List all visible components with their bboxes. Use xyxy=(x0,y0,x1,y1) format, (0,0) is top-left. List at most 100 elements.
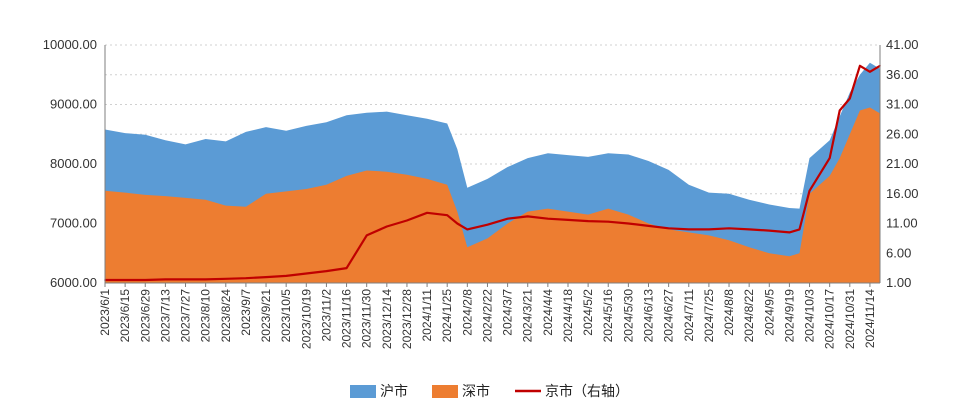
x-tick-label: 2023/6/15 xyxy=(118,289,132,343)
legend-label: 深市 xyxy=(462,383,490,399)
line-point xyxy=(365,234,368,237)
area-series-sz xyxy=(105,107,880,283)
x-tick-label: 2024/4/4 xyxy=(541,289,555,336)
y-tick-right-label: 6.00 xyxy=(886,245,911,260)
x-tick-label: 2023/9/21 xyxy=(259,289,273,343)
line-point xyxy=(768,229,771,232)
y-tick-right-label: 41.00 xyxy=(886,37,919,52)
y-tick-right-label: 1.00 xyxy=(886,275,911,290)
legend-swatch xyxy=(350,385,376,398)
line-point xyxy=(798,228,801,231)
y-tick-right-label: 31.00 xyxy=(886,97,919,112)
line-series-group xyxy=(104,64,881,282)
legend-label: 沪市 xyxy=(380,383,408,399)
line-point xyxy=(688,228,690,231)
line-point xyxy=(506,217,509,220)
line-point xyxy=(225,278,227,280)
x-tick-label: 2023/9/7 xyxy=(239,289,253,336)
legend-swatch xyxy=(432,385,458,398)
legend: 沪市 深市 京市（右轴） xyxy=(350,383,629,399)
y-tick-right-label: 21.00 xyxy=(886,156,919,171)
x-tick-label: 2023/10/5 xyxy=(279,289,293,343)
x-tick-label: 2023/8/10 xyxy=(199,289,213,343)
x-tick-label: 2024/8/8 xyxy=(722,289,736,336)
line-point xyxy=(808,190,811,192)
line-point xyxy=(748,228,750,231)
line-point xyxy=(788,231,791,234)
legend-item: 深市 xyxy=(432,383,490,399)
y-tick-left-label: 10000.00 xyxy=(43,37,97,52)
x-tick-label: 2023/11/2 xyxy=(319,289,333,342)
line-point xyxy=(838,109,841,112)
line-point xyxy=(345,267,348,269)
x-tick-label: 2024/1/25 xyxy=(440,289,454,343)
legend-label: 京市（右轴） xyxy=(545,383,629,399)
line-point xyxy=(466,228,469,231)
line-point xyxy=(526,215,529,218)
x-tick-label: 2024/5/2 xyxy=(581,289,595,336)
line-point xyxy=(667,227,670,230)
x-tick-label: 2023/11/30 xyxy=(360,289,374,348)
x-tick-label: 2024/3/7 xyxy=(501,289,515,336)
legend-item: 沪市 xyxy=(350,383,408,399)
line-point xyxy=(124,279,126,281)
y-tick-left-label: 6000.00 xyxy=(50,275,97,290)
line-point xyxy=(456,222,459,225)
x-tick-label: 2024/8/22 xyxy=(742,289,756,343)
line-point xyxy=(647,225,650,227)
x-tick-label: 2023/6/1 xyxy=(98,289,112,336)
x-tick-label: 2024/10/3 xyxy=(803,289,817,343)
line-point xyxy=(406,219,408,222)
x-tick-label: 2024/9/5 xyxy=(762,289,776,336)
x-tick-label: 2024/7/11 xyxy=(682,289,696,342)
x-tick-label: 2024/3/21 xyxy=(521,289,535,343)
line-point xyxy=(869,71,871,73)
x-tick-label: 2024/4/18 xyxy=(561,289,575,343)
line-point xyxy=(547,217,549,220)
x-tick-label: 2024/11/14 xyxy=(863,289,877,348)
line-point xyxy=(849,97,851,100)
line-point xyxy=(567,219,569,221)
line-point xyxy=(708,228,710,231)
x-tick-label: 2024/6/13 xyxy=(642,289,656,343)
line-point xyxy=(245,277,247,280)
x-tick-label: 2023/7/27 xyxy=(179,289,193,343)
axes: 6000.00 7000.00 8000.00 9000.00 10000.00 1.00… xyxy=(43,37,919,349)
x-tick-label: 2024/5/16 xyxy=(601,289,615,343)
x-tick-label: 2023/11/16 xyxy=(340,289,354,348)
y-tick-left-label: 9000.00 xyxy=(50,97,97,112)
x-tick-label: 2023/10/19 xyxy=(299,289,313,349)
line-point xyxy=(305,272,308,275)
line-point xyxy=(446,214,449,216)
line-point xyxy=(728,227,730,230)
y-tick-right-label: 26.00 xyxy=(886,126,919,141)
y-tick-left-label: 7000.00 xyxy=(50,216,97,231)
x-tick-label: 2024/2/8 xyxy=(460,289,474,336)
x-tick-label: 2023/8/24 xyxy=(219,289,233,343)
y-tick-right-label: 16.00 xyxy=(886,186,919,201)
x-tick-label: 2024/9/19 xyxy=(782,289,796,343)
line-point xyxy=(486,223,489,226)
line-point xyxy=(607,220,609,223)
area-series-group xyxy=(105,62,880,283)
line-point xyxy=(204,278,207,281)
line-point xyxy=(587,220,589,222)
line-point xyxy=(325,270,328,272)
y-tick-right-label: 11.00 xyxy=(886,216,918,231)
line-point xyxy=(627,222,630,225)
x-tick-label: 2024/5/30 xyxy=(621,289,635,343)
y-tick-left-label: 8000.00 xyxy=(50,156,97,171)
line-point xyxy=(184,278,187,281)
line-point xyxy=(265,276,267,278)
x-tick-label: 2024/10/17 xyxy=(823,289,837,349)
x-tick-label: 2024/10/31 xyxy=(843,289,857,349)
x-tick-label: 2023/7/13 xyxy=(158,289,172,343)
line-point xyxy=(386,225,388,228)
line-point xyxy=(426,212,428,214)
line-point xyxy=(859,65,861,67)
x-tick-label: 2024/2/22 xyxy=(480,289,494,343)
line-point xyxy=(828,157,831,159)
line-point xyxy=(144,279,147,281)
